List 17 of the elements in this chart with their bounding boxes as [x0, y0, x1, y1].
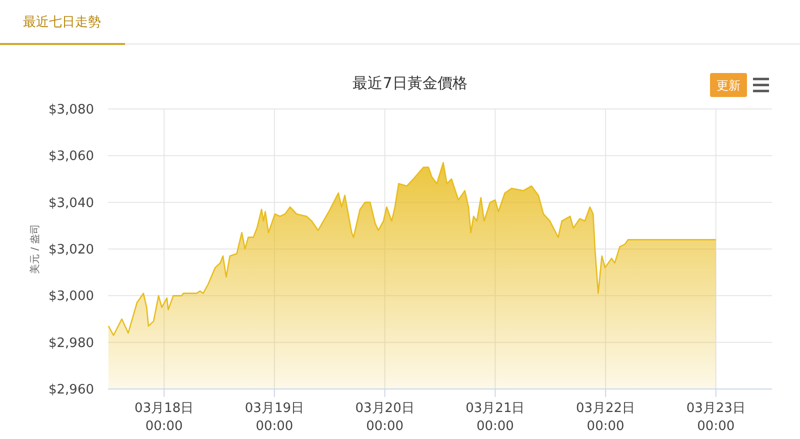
x-tick-label: 03月22日 00:00	[576, 401, 636, 434]
chart-title: 最近7日黃金價格	[352, 74, 468, 92]
update-button: 更新	[710, 73, 747, 97]
y-tick-label: $3,040	[48, 196, 94, 211]
text: 最近七日走勢	[23, 15, 101, 30]
x-tick-label: 03月20日 00:00	[355, 401, 414, 434]
y-tick-label: $2,960	[48, 382, 94, 398]
y-tick-label: $2,980	[48, 336, 94, 351]
y-tick-label: $3,000	[48, 289, 94, 304]
x-tick-label: 03月21日 00:00	[466, 401, 525, 434]
y-tick-label: $3,060	[48, 149, 94, 164]
x-tick-label: 03月18日 00:00	[134, 401, 194, 434]
y-tick-label: $3,020	[48, 242, 94, 258]
x-tick-label: 03月19日 00:00	[244, 401, 304, 434]
y-axis-title: 美元 / 盎司	[29, 224, 41, 274]
x-tick-label: 03月23日 00:00	[686, 401, 746, 434]
y-tick-label: $3,080	[48, 102, 94, 118]
